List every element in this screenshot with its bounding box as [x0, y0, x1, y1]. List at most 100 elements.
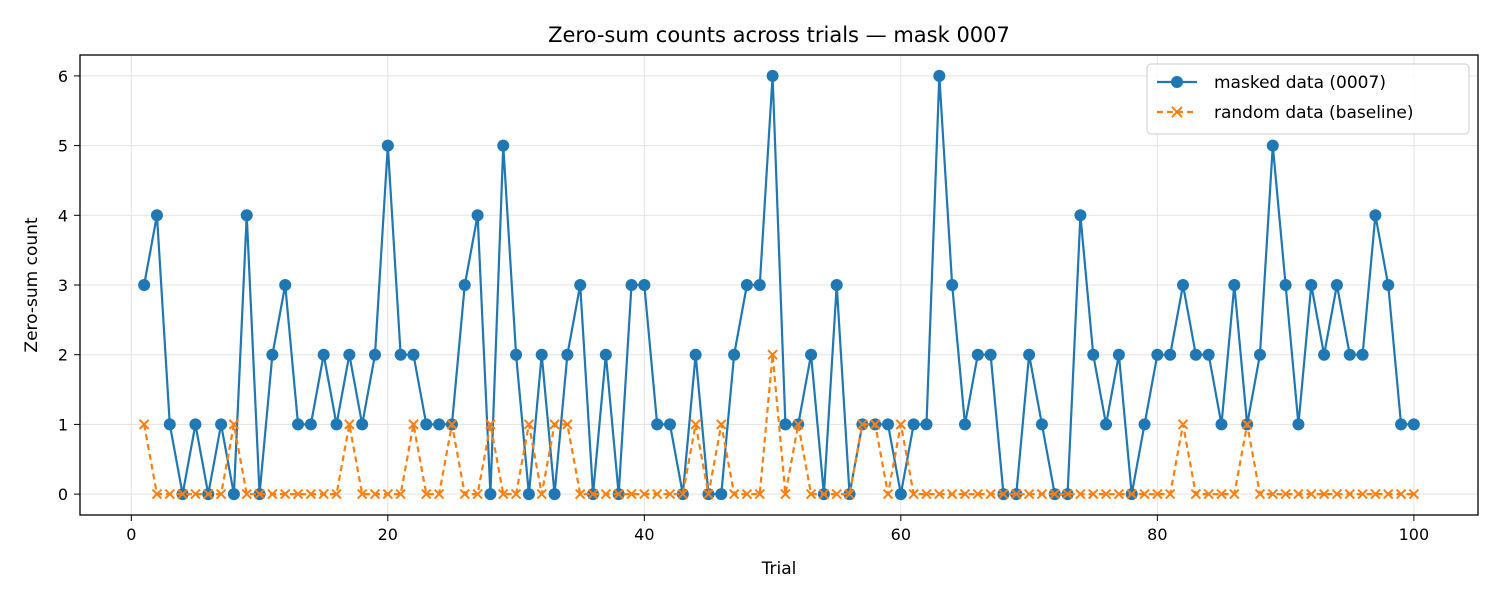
- data-point-random: [369, 488, 381, 500]
- data-point-masked: [292, 418, 305, 431]
- data-point-random: [998, 488, 1009, 500]
- data-point-random: [1062, 488, 1073, 500]
- data-point-random: [318, 488, 329, 500]
- data-point-masked: [1318, 348, 1331, 361]
- data-point-masked: [1035, 418, 1048, 431]
- data-point-random: [1267, 488, 1278, 500]
- data-point-masked: [599, 348, 612, 361]
- y-tick-label: 1: [58, 415, 68, 434]
- data-point-random: [626, 488, 637, 500]
- data-point-masked: [766, 69, 779, 82]
- data-point-random: [1113, 488, 1125, 500]
- data-point-random: [831, 488, 842, 500]
- data-point-masked: [1112, 348, 1125, 361]
- data-point-masked: [728, 348, 741, 361]
- data-point-random: [408, 419, 419, 430]
- legend: masked data (0007) random data (baseline…: [1146, 63, 1470, 135]
- data-point-random: [587, 488, 599, 500]
- data-point-random: [1280, 488, 1291, 500]
- data-point-masked: [933, 69, 946, 82]
- data-point-masked: [663, 418, 676, 431]
- y-tick-label: 3: [58, 276, 68, 295]
- data-point-masked: [317, 348, 330, 361]
- data-point-random: [690, 419, 701, 430]
- data-point-masked: [279, 279, 292, 291]
- data-point-random: [1177, 419, 1189, 430]
- data-point-random: [664, 488, 676, 500]
- data-point-random: [344, 419, 355, 430]
- data-point-random: [395, 488, 406, 500]
- data-point-random: [1383, 488, 1394, 500]
- data-point-random: [1164, 488, 1176, 500]
- data-point-random: [651, 488, 663, 500]
- data-point-random: [241, 488, 252, 500]
- data-point-random: [857, 419, 868, 430]
- data-point-random: [1139, 488, 1150, 500]
- legend-marker-masked: [1171, 76, 1183, 88]
- data-point-random: [639, 488, 650, 500]
- data-point-masked: [1253, 348, 1266, 361]
- data-point-random: [1306, 488, 1317, 500]
- data-point-masked: [894, 488, 907, 501]
- data-point-random: [498, 488, 509, 500]
- y-tick-label: 2: [58, 346, 68, 365]
- data-point-random: [280, 488, 291, 500]
- data-point-masked: [356, 418, 369, 431]
- data-point-random: [741, 488, 753, 500]
- x-tick-label: 80: [1147, 525, 1167, 544]
- data-point-random: [292, 488, 304, 500]
- data-point-random: [754, 488, 765, 500]
- data-point-random: [1254, 488, 1266, 500]
- data-point-masked: [638, 279, 651, 291]
- data-point-masked: [394, 348, 407, 361]
- data-point-random: [882, 488, 894, 500]
- data-point-random: [215, 488, 227, 500]
- data-point-masked: [471, 209, 484, 222]
- data-point-masked: [227, 488, 240, 501]
- data-point-random: [446, 419, 458, 430]
- data-point-random: [728, 488, 740, 500]
- x-tick-label: 60: [891, 525, 911, 544]
- data-point-random: [1293, 488, 1304, 500]
- data-point-masked: [1164, 348, 1177, 361]
- data-point-masked: [1151, 348, 1164, 361]
- data-point-masked: [753, 279, 766, 291]
- data-point-random: [946, 488, 958, 500]
- data-point-masked: [189, 418, 202, 431]
- data-point-random: [1318, 488, 1330, 500]
- data-point-random: [138, 419, 150, 430]
- data-point-random: [164, 488, 175, 500]
- series-layer: [138, 69, 1420, 501]
- data-point-masked: [458, 279, 471, 291]
- data-point-random: [305, 488, 317, 500]
- data-point-masked: [535, 348, 548, 361]
- data-point-random: [1023, 488, 1035, 500]
- legend-label-masked: masked data (0007): [1214, 73, 1386, 93]
- data-point-masked: [138, 279, 151, 291]
- data-point-masked: [330, 418, 343, 431]
- data-point-random: [1049, 488, 1060, 500]
- data-point-masked: [1395, 418, 1408, 431]
- y-tick-label: 4: [58, 206, 68, 225]
- data-point-random: [600, 488, 612, 500]
- data-point-random: [1036, 488, 1048, 500]
- data-point-random: [1395, 488, 1407, 500]
- axis-ticks: 0 20 40 60 80 100 0 1 2 3 4 5 6: [58, 67, 1429, 544]
- data-point-masked: [958, 418, 971, 431]
- data-point-random: [1075, 488, 1086, 500]
- data-point-masked: [1279, 279, 1292, 291]
- data-point-random: [1088, 488, 1099, 500]
- data-point-random: [510, 488, 522, 500]
- data-point-masked: [971, 348, 984, 361]
- data-point-masked: [805, 348, 818, 361]
- data-point-random: [1408, 488, 1420, 500]
- data-point-masked: [1356, 348, 1369, 361]
- data-point-masked: [343, 348, 356, 361]
- data-point-random: [613, 488, 624, 500]
- data-point-random: [1241, 419, 1253, 430]
- data-point-random: [1203, 488, 1214, 500]
- data-point-masked: [1228, 279, 1241, 291]
- data-point-masked: [1369, 209, 1382, 222]
- data-point-random: [934, 488, 945, 500]
- data-point-random: [433, 488, 445, 500]
